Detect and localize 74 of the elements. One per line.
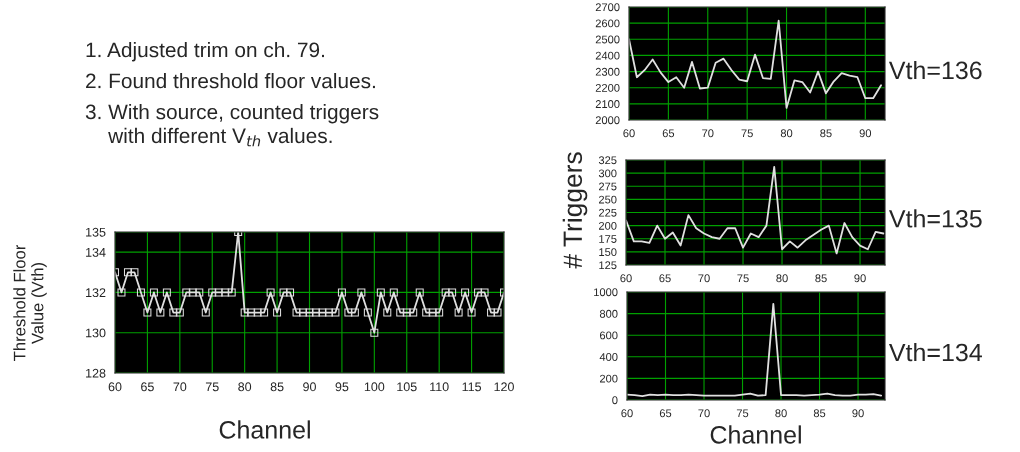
x-tick-label: 75 xyxy=(741,129,753,138)
y-tick-label: 128 xyxy=(86,368,106,378)
y-tick-label: 2700 xyxy=(595,3,620,12)
x-tick-label: 80 xyxy=(775,409,787,418)
text: 1. Adjusted trim on ch. 79. xyxy=(86,42,324,62)
y-tick-label: 275 xyxy=(598,182,617,191)
y-tick-label: 2400 xyxy=(595,51,620,60)
y-tick-label: 0 xyxy=(612,396,618,405)
y-tick-label: 325 xyxy=(598,156,617,165)
y-tick-label: 134 xyxy=(86,247,106,257)
x-tick-label: 70 xyxy=(173,382,187,392)
x-tick-label: 65 xyxy=(141,382,154,392)
x-tick-label: 100 xyxy=(364,382,385,392)
x-tick-label: 65 xyxy=(659,409,672,418)
y-tick-label: 125 xyxy=(599,261,617,270)
x-tick-label: 60 xyxy=(621,409,633,418)
x-tick-label: 105 xyxy=(397,382,417,392)
y-tick-label: 2300 xyxy=(595,67,620,76)
text: Vth=136 xyxy=(888,60,982,80)
y-tick-label: 130 xyxy=(86,328,106,338)
y-tick-label: 150 xyxy=(599,248,617,257)
y-tick-label: 300 xyxy=(598,169,617,178)
text: 3. With source, counted triggers with different V$_{th}$ values. xyxy=(85,104,379,147)
y-tick-label: 2000 xyxy=(595,116,620,125)
y-tick-label: 2200 xyxy=(595,83,620,92)
y-tick-label: 250 xyxy=(598,195,617,204)
x-axis-title: Channel xyxy=(710,425,801,444)
y-tick-label: 175 xyxy=(599,235,617,243)
text: Vth=134 xyxy=(888,342,982,362)
x-tick-label: 70 xyxy=(702,129,714,138)
y-tick-label: 400 xyxy=(599,353,618,361)
x-tick-label: 80 xyxy=(238,382,252,392)
y-axis-title: # Triggers xyxy=(562,152,588,269)
x-tick-label: 80 xyxy=(780,129,793,138)
x-tick-label: 70 xyxy=(698,274,710,283)
x-tick-label: 110 xyxy=(430,382,449,392)
x-tick-label: 115 xyxy=(462,382,482,392)
y-tick-label: 2600 xyxy=(595,19,620,28)
y-axis-title: Threshold Floor Value (Vth) xyxy=(13,244,47,361)
x-tick-label: 85 xyxy=(813,409,826,418)
x-tick-label: 65 xyxy=(659,274,671,283)
x-axis-title: Channel xyxy=(219,420,310,439)
x-tick-label: 85 xyxy=(820,129,832,138)
x-tick-label: 80 xyxy=(776,274,788,283)
x-tick-label: 90 xyxy=(303,382,316,392)
x-tick-label: 75 xyxy=(737,274,749,283)
x-tick-label: 75 xyxy=(205,382,219,392)
y-tick-label: 2500 xyxy=(595,35,620,44)
line-series xyxy=(629,19,882,109)
y-tick-label: 225 xyxy=(598,208,617,217)
y-tick-label: 200 xyxy=(598,221,617,230)
x-tick-label: 85 xyxy=(815,274,827,283)
x-tick-label: 60 xyxy=(108,382,122,392)
y-tick-label: 200 xyxy=(599,374,618,383)
x-tick-label: 120 xyxy=(494,382,514,392)
y-tick-label: 132 xyxy=(86,288,106,298)
y-tick-label: 600 xyxy=(600,331,618,340)
y-tick-label: 800 xyxy=(599,309,618,318)
text: 2. Found threshold floor values. xyxy=(86,73,375,89)
y-tick-label: 1000 xyxy=(594,288,618,297)
text: Vth=135 xyxy=(888,209,982,228)
x-tick-label: 90 xyxy=(852,409,864,418)
x-tick-label: 90 xyxy=(859,129,872,138)
y-tick-label: 135 xyxy=(86,227,106,237)
x-tick-label: 70 xyxy=(698,409,710,418)
x-tick-label: 85 xyxy=(270,382,284,392)
x-tick-label: 90 xyxy=(854,274,866,283)
x-tick-label: 60 xyxy=(620,274,632,283)
line-series xyxy=(626,165,885,255)
x-tick-label: 75 xyxy=(736,409,749,418)
y-tick-label: 2100 xyxy=(595,100,620,108)
x-tick-label: 65 xyxy=(662,129,675,138)
x-tick-label: 95 xyxy=(335,382,349,392)
x-tick-label: 60 xyxy=(623,129,635,138)
